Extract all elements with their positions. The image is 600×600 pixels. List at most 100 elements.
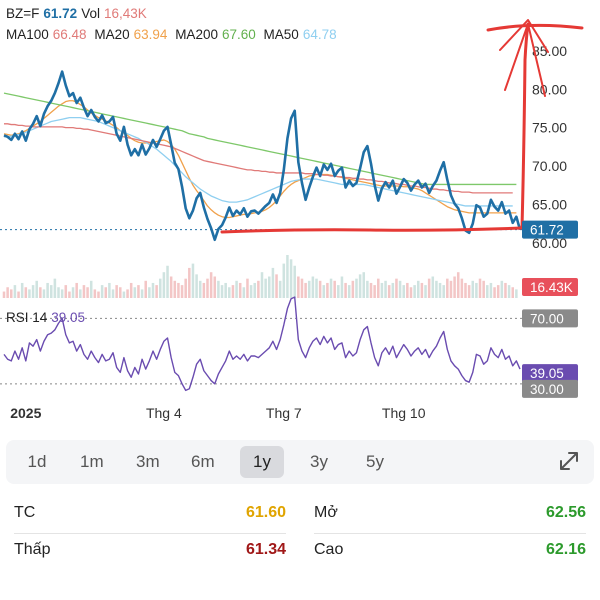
volume-bar	[184, 278, 187, 298]
volume-bar	[456, 272, 460, 298]
price-panel: 85.00 80.00 75.00 70.00 65.00 60.00	[0, 43, 567, 251]
volume-bar	[467, 285, 471, 298]
volume-bar	[326, 282, 329, 298]
range-6m-button[interactable]: 6m	[191, 452, 215, 471]
volume-bar	[504, 282, 507, 298]
volume-bar	[366, 280, 369, 298]
volume-bar	[471, 280, 475, 298]
range-3y-button[interactable]: 3y	[310, 452, 328, 471]
volume-bar	[373, 285, 376, 298]
volume-bar	[71, 287, 75, 298]
stats-divider	[14, 533, 286, 534]
price-tick-label: 75.00	[532, 120, 567, 136]
volume-bar	[460, 278, 464, 298]
volume-bar	[169, 276, 173, 298]
volume-bar	[133, 287, 137, 298]
price-tick-label: 80.00	[532, 81, 567, 97]
volume-bar	[140, 289, 144, 298]
annotation-marks	[220, 19, 584, 234]
volume-bar	[275, 274, 278, 298]
volume-bar	[75, 282, 78, 298]
ma50-value: 64.78	[302, 27, 337, 42]
volume-bar	[68, 291, 71, 298]
range-selector: 1d 1m 3m 6m 1y 3y 5y	[6, 440, 594, 484]
volume-bar	[53, 278, 57, 298]
tc-value: 61.60	[245, 504, 286, 521]
volume-bar	[57, 287, 60, 298]
volume-bar	[31, 285, 35, 298]
volume-bar	[344, 282, 347, 298]
vol-label: Vol	[81, 6, 100, 21]
last-price-badge: 61.72	[530, 223, 564, 238]
volume-bar	[464, 282, 467, 298]
volume-bar	[104, 287, 108, 298]
volume-bar	[242, 287, 246, 298]
volume-bar	[195, 274, 198, 298]
volume-bar	[395, 278, 398, 298]
volume-bar	[478, 278, 482, 298]
volume-bar	[402, 285, 405, 298]
x-tick-label: Thg 7	[266, 405, 302, 421]
stat-high: Cao 62.16	[314, 541, 586, 571]
volume-bar	[369, 282, 373, 298]
volume-bar	[238, 282, 242, 298]
stat-low: Thấp 61.34	[14, 541, 286, 571]
range-5y-button[interactable]: 5y	[366, 452, 384, 471]
volume-bar	[97, 291, 100, 298]
range-1y-button[interactable]: 1y	[240, 446, 284, 478]
x-tick-label: Thg 10	[382, 405, 426, 421]
price-tick-label: 65.00	[532, 196, 567, 212]
price-tick-label: 85.00	[532, 43, 567, 59]
volume-bar	[93, 289, 97, 298]
low-value: 61.34	[245, 541, 286, 558]
volume-bar	[268, 276, 271, 298]
volume-bar	[151, 282, 155, 298]
volume-bar	[435, 280, 438, 298]
volume-bar	[300, 278, 304, 298]
volume-bar	[173, 280, 177, 298]
high-value: 62.16	[545, 541, 586, 558]
volume-bar	[82, 285, 86, 298]
volume-bar	[253, 282, 256, 298]
volume-bar	[158, 278, 162, 298]
volume-bar	[155, 285, 158, 298]
volume-bar	[289, 259, 293, 298]
volume-bar	[347, 285, 351, 298]
volume-bar	[271, 267, 275, 298]
volume-bar	[202, 282, 206, 298]
volume-bar	[318, 280, 322, 298]
volume-bar	[235, 280, 238, 298]
volume-bar	[28, 289, 31, 298]
volume-bar	[431, 276, 435, 298]
price-line	[3, 70, 522, 242]
volume-bar	[126, 289, 129, 298]
range-3m-button[interactable]: 3m	[136, 452, 160, 471]
expand-arrows-icon[interactable]	[556, 448, 582, 474]
high-label: Cao	[314, 541, 344, 558]
ma20-label: MA20	[94, 27, 130, 42]
volume-bar	[362, 272, 366, 298]
volume-bar	[511, 287, 514, 298]
volume-bar	[213, 276, 217, 298]
volume-bar	[122, 291, 126, 298]
symbol-label: BZ=F	[6, 6, 40, 21]
volume-bar	[286, 255, 289, 298]
volume-bar	[35, 280, 38, 298]
volume-bar	[315, 278, 318, 298]
ma100-label: MA100	[6, 27, 49, 42]
volume-bars	[2, 255, 518, 298]
volume-bar	[24, 287, 28, 298]
price-tick-label: 60.00	[532, 235, 567, 251]
volume-bar	[282, 263, 286, 298]
volume-bar	[442, 285, 445, 298]
volume-bar	[264, 278, 267, 298]
volume-bar	[79, 289, 82, 298]
x-tick-label: Thg 4	[146, 405, 182, 421]
volume-bar	[2, 291, 6, 298]
volume-bar	[311, 276, 315, 298]
range-1m-button[interactable]: 1m	[80, 452, 104, 471]
volume-bar	[257, 280, 260, 298]
x-axis: 2025 Thg 4 Thg 7 Thg 10	[10, 405, 425, 421]
range-1d-button[interactable]: 1d	[27, 452, 47, 471]
stock-chart[interactable]: 85.00 80.00 75.00 70.00 65.00 60.00 2025 Thg 4…	[0, 0, 600, 430]
